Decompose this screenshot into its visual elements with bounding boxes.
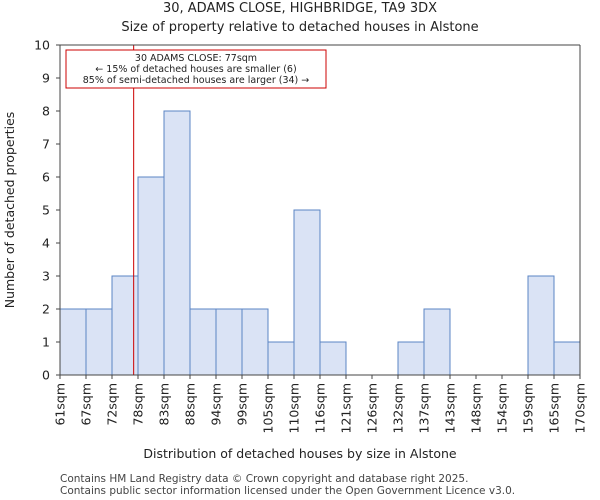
annotation-box: 30 ADAMS CLOSE: 77sqm ← 15% of detached … bbox=[65, 49, 327, 89]
bar-83sqm bbox=[163, 110, 191, 376]
x-tick-label: 72sqm bbox=[105, 383, 120, 426]
bars-layer bbox=[59, 110, 581, 376]
x-axis: 61sqm 67sqm 72sqm 78sqm 83sqm 88sqm 94sqm 99sqm… bbox=[53, 375, 588, 433]
x-tick-label: 170sqm bbox=[573, 383, 588, 433]
x-tick-label: 165sqm bbox=[547, 383, 562, 433]
y-tick-label: 2 bbox=[42, 302, 50, 317]
x-tick-label: 83sqm bbox=[157, 383, 172, 426]
x-tick-label: 94sqm bbox=[209, 383, 224, 426]
x-tick-label: 99sqm bbox=[235, 383, 250, 426]
footer-line-2: Contains public sector information licen… bbox=[60, 485, 516, 497]
y-axis-title: Number of detached properties bbox=[2, 112, 17, 309]
bar-110sqm bbox=[293, 209, 321, 376]
bar-165sqm bbox=[553, 341, 581, 376]
y-tick-label: 7 bbox=[42, 137, 50, 152]
x-tick-label: 116sqm bbox=[313, 383, 328, 433]
bar-105sqm bbox=[267, 341, 295, 376]
bar-132sqm bbox=[397, 341, 425, 376]
y-tick-label: 0 bbox=[42, 368, 50, 383]
annotation-line-2: ← 15% of detached houses are smaller (6) bbox=[95, 64, 296, 75]
y-tick-label: 6 bbox=[42, 170, 50, 185]
y-tick-label: 9 bbox=[42, 71, 50, 86]
x-tick-label: 110sqm bbox=[287, 383, 302, 433]
annotation-line-3: 85% of semi-detached houses are larger (… bbox=[83, 75, 310, 86]
y-tick-label: 5 bbox=[42, 203, 50, 218]
y-tick-label: 4 bbox=[42, 236, 50, 251]
x-tick-label: 126sqm bbox=[365, 383, 380, 433]
x-axis-title: Distribution of detached houses by size … bbox=[143, 446, 457, 461]
y-tick-label: 8 bbox=[42, 104, 50, 119]
y-axis: 0 1 2 3 4 5 6 7 8 9 10 bbox=[34, 38, 60, 383]
x-tick-label: 67sqm bbox=[79, 383, 94, 426]
x-tick-label: 78sqm bbox=[131, 383, 146, 426]
y-tick-label: 1 bbox=[42, 335, 50, 350]
bar-61sqm bbox=[59, 308, 87, 376]
y-tick-label: 3 bbox=[42, 269, 50, 284]
chart-title: 30, ADAMS CLOSE, HIGHBRIDGE, TA9 3DX bbox=[163, 1, 437, 16]
bar-159sqm bbox=[527, 275, 555, 376]
bar-116sqm bbox=[319, 341, 347, 376]
x-tick-label: 121sqm bbox=[339, 383, 354, 433]
bar-67sqm bbox=[85, 308, 113, 376]
x-tick-label: 148sqm bbox=[469, 383, 484, 433]
footer-line-1: Contains HM Land Registry data © Crown c… bbox=[60, 473, 469, 485]
y-tick-label: 10 bbox=[34, 38, 50, 53]
x-tick-label: 137sqm bbox=[417, 383, 432, 433]
x-tick-label: 105sqm bbox=[261, 383, 276, 433]
bar-137sqm bbox=[423, 308, 451, 376]
bar-99sqm bbox=[241, 308, 269, 376]
x-tick-label: 159sqm bbox=[521, 383, 536, 433]
annotation-line-1: 30 ADAMS CLOSE: 77sqm bbox=[135, 53, 257, 64]
x-tick-label: 88sqm bbox=[183, 383, 198, 426]
bar-94sqm bbox=[215, 308, 243, 376]
bar-78sqm bbox=[137, 176, 165, 376]
x-tick-label: 61sqm bbox=[53, 383, 68, 426]
annotation-box-frame bbox=[65, 49, 327, 89]
bar-88sqm bbox=[189, 308, 217, 376]
chart-subtitle: Size of property relative to detached ho… bbox=[121, 20, 478, 35]
x-tick-label: 143sqm bbox=[443, 383, 458, 433]
x-tick-label: 154sqm bbox=[495, 383, 510, 433]
x-tick-label: 132sqm bbox=[391, 383, 406, 433]
